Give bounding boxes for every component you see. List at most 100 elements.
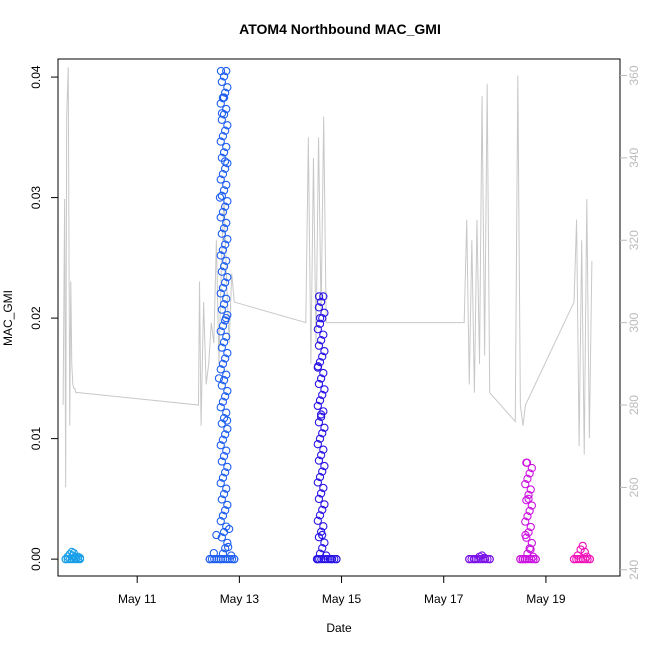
y2-tick-label: 260 — [627, 477, 641, 497]
data-point — [313, 440, 322, 449]
data-point — [216, 441, 225, 450]
data-point — [222, 218, 231, 228]
data-point — [222, 522, 231, 531]
data-point — [216, 365, 225, 374]
data-point — [321, 554, 330, 564]
data-point — [230, 554, 239, 564]
data-point — [315, 434, 325, 443]
data-point — [583, 554, 592, 564]
y-tick-label: 0.01 — [29, 427, 43, 451]
data-point — [222, 332, 231, 341]
y-axis-left: 0.00 0.01 0.02 0.03 0.04 — [29, 65, 58, 571]
y2-tick-label: 340 — [627, 148, 641, 168]
data-point — [222, 66, 231, 76]
x-tick-label: May 11 — [118, 592, 157, 606]
data-point — [319, 368, 328, 378]
series-2 — [205, 66, 239, 564]
data-point — [223, 348, 232, 358]
data-point — [314, 533, 324, 542]
data-point — [314, 494, 324, 504]
data-point — [481, 554, 490, 564]
data-point — [218, 549, 228, 558]
data-point — [319, 522, 328, 531]
data-point — [316, 374, 326, 383]
data-point — [313, 401, 322, 411]
data-point — [318, 467, 327, 476]
data-point — [527, 554, 536, 564]
data-point — [218, 473, 228, 482]
data-point — [313, 325, 322, 334]
data-point — [585, 554, 595, 564]
data-point — [215, 193, 225, 202]
data-point — [327, 554, 337, 564]
data-point — [314, 456, 324, 465]
data-point — [320, 461, 329, 471]
data-point — [217, 305, 226, 314]
data-point — [218, 397, 228, 407]
data-point — [223, 272, 232, 282]
data-point — [217, 457, 226, 466]
data-point — [325, 554, 335, 564]
data-point — [214, 374, 224, 383]
series-1 — [61, 547, 85, 564]
data-point — [330, 554, 339, 564]
data-point — [220, 240, 230, 249]
data-point — [222, 370, 231, 379]
data-point — [319, 483, 328, 493]
data-point — [219, 148, 229, 157]
data-point — [217, 267, 226, 276]
data-point — [223, 197, 232, 206]
data-point — [527, 538, 536, 548]
data-point — [217, 419, 226, 428]
y2-tick-label: 280 — [627, 395, 641, 415]
data-point — [219, 300, 229, 309]
secondary-line-layer — [62, 67, 593, 488]
data-point — [522, 554, 532, 564]
data-point — [219, 413, 229, 423]
data-point — [75, 554, 85, 564]
data-point — [216, 175, 225, 184]
data-point — [332, 554, 341, 564]
data-point — [521, 479, 530, 489]
data-point — [319, 554, 328, 564]
data-point — [483, 554, 492, 564]
data-point — [223, 310, 232, 320]
data-point — [485, 554, 494, 564]
data-point — [314, 379, 324, 389]
data-point — [312, 554, 322, 564]
data-point — [313, 478, 322, 487]
data-point — [315, 357, 325, 367]
data-point — [218, 94, 228, 103]
data-point — [320, 500, 329, 509]
data-point — [216, 137, 225, 146]
data-point — [218, 207, 228, 217]
series-5 — [516, 458, 540, 564]
y-axis-label: MAC_GMI — [1, 290, 15, 346]
data-point — [227, 554, 237, 564]
data-point — [219, 376, 229, 385]
data-point — [315, 511, 325, 520]
data-point — [218, 511, 228, 520]
series-6 — [569, 541, 595, 564]
data-point — [525, 544, 534, 553]
data-point — [220, 506, 230, 515]
data-point — [524, 554, 534, 564]
data-point — [527, 463, 536, 473]
data-point — [319, 407, 328, 416]
y-tick-label: 0.04 — [29, 65, 43, 89]
data-point — [317, 554, 326, 564]
data-point — [315, 554, 324, 564]
data-point — [216, 251, 225, 260]
data-point — [219, 262, 229, 271]
y2-tick-label: 300 — [627, 312, 641, 332]
data-point — [316, 412, 326, 421]
data-point — [520, 554, 529, 564]
data-point — [220, 126, 230, 135]
data-point — [578, 541, 587, 551]
data-point — [218, 359, 228, 369]
data-point — [315, 319, 325, 328]
data-point — [219, 527, 229, 537]
data-point — [217, 229, 226, 238]
data-point — [218, 321, 228, 331]
